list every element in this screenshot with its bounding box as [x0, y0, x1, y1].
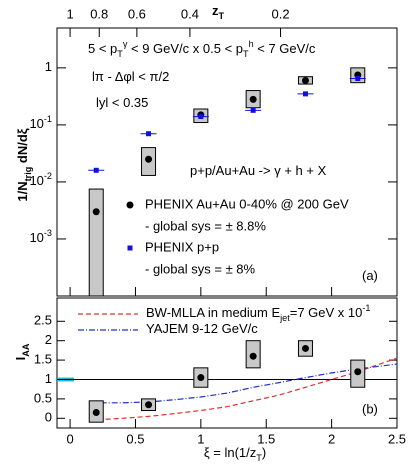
data-point	[301, 77, 309, 85]
top-tick-label: 0.6	[128, 6, 146, 21]
legend-label: BW-MLLA in medium Ejet=7 GeV x 10-1	[146, 303, 370, 323]
annotation: lπ - Δφl < π/2	[92, 69, 169, 84]
top-tick-label: 0.2	[271, 6, 289, 21]
annotation-part: p+p/Au+Au -> γ + h + X	[190, 163, 327, 178]
annotation-part: (a)	[362, 268, 378, 283]
annotation: 5 < pTγ < 9 GeV/c x 0.5 < pTh < 7 GeV/c	[88, 39, 316, 59]
plot-frame	[56, 297, 398, 429]
y-axis-label-part: AA	[21, 343, 31, 357]
x-axis-label-part: T	[256, 453, 262, 463]
annotation: lyl < 0.35	[96, 95, 148, 110]
y-axis-label: IAA	[13, 343, 31, 360]
y-tick-label: 0	[45, 410, 52, 425]
top-axis-label-part: z	[212, 3, 219, 18]
annotation-part: h	[249, 39, 254, 49]
y-tick-label: 1.5	[34, 352, 52, 367]
data-point	[198, 114, 204, 120]
legend-label: PHENIX p+p	[145, 239, 219, 254]
x-tick-label: 1	[197, 431, 204, 446]
y-tick-label: 10-1	[29, 114, 52, 131]
x-axis-label-part: ξ = ln(1/z	[204, 445, 256, 460]
legend-label-part: BW-MLLA in medium E	[146, 305, 280, 320]
top-axis-label: zT	[212, 3, 225, 21]
legend-label: YAJEM 9-12 GeV/c	[146, 321, 258, 336]
y-axis-label-part: 1/N	[15, 181, 30, 201]
top-axis-label-part: T	[219, 11, 225, 21]
data-point	[354, 368, 362, 376]
y-tick-label: 10-3	[29, 228, 52, 245]
x-tick-label: 2	[328, 431, 335, 446]
y-tick-label: 10-2	[29, 171, 52, 188]
data-point	[249, 352, 257, 360]
annotation-part: 5 < p	[88, 41, 117, 56]
data-point	[92, 408, 100, 416]
y-tick-label-exp: -3	[44, 228, 52, 238]
annotation-part: γ	[123, 39, 128, 49]
legend-label-part: -1	[362, 303, 370, 313]
annotation-part: lyl < 0.35	[96, 95, 148, 110]
data-point	[145, 401, 153, 409]
legend-marker	[126, 201, 134, 209]
legend-label-part: jet	[279, 313, 290, 323]
x-tick-label: 1.5	[257, 431, 275, 446]
y-axis-label-part: trig	[23, 167, 33, 182]
y-tick-label-exp: -1	[44, 114, 52, 124]
annotation-part: T	[117, 49, 123, 59]
legend-label: PHENIX Au+Au 0-40% @ 200 GeV	[145, 196, 349, 211]
y-tick-label: 1	[45, 59, 52, 74]
legend-note: - global sys = ± 8.8%	[145, 218, 266, 233]
y-tick-label: 2.5	[34, 313, 52, 328]
y-tick-label: 2	[45, 332, 52, 347]
y-axis-label-part: dN/dξ	[15, 128, 30, 166]
y-tick-label-exp: -2	[44, 171, 52, 181]
data-point	[249, 95, 257, 103]
legend-note: - global sys = ± 8%	[145, 261, 256, 276]
sys-box	[88, 188, 104, 297]
x-tick-label: 0.5	[126, 431, 144, 446]
top-tick-label: 1	[66, 6, 73, 21]
data-point	[146, 131, 152, 137]
legend-label-part: =7 GeV x 10	[290, 305, 363, 320]
data-point	[301, 344, 309, 352]
data-point	[302, 91, 308, 97]
data-point	[355, 76, 361, 82]
y-tick-label: 1	[45, 371, 52, 386]
y-tick-label: 0.5	[34, 390, 52, 405]
annotation: p+p/Au+Au -> γ + h + X	[190, 163, 327, 178]
y-axis-label: 1/Ntrig dN/dξ	[15, 128, 33, 201]
legend-label-part: YAJEM 9-12 GeV/c	[146, 321, 258, 336]
top-tick-label: 0.4	[181, 6, 199, 21]
y-tick-label-base: 10	[29, 116, 43, 131]
legend-marker	[127, 245, 133, 251]
y-tick-label-base: 10	[29, 173, 43, 188]
annotation-part: T	[243, 49, 249, 59]
x-tick-label: 2.5	[388, 431, 406, 446]
plot-frame	[56, 27, 398, 297]
annotation-part: < 7 GeV/c	[254, 41, 316, 56]
y-axis-label-part: I	[13, 357, 28, 361]
data-point	[93, 167, 99, 173]
data-point	[92, 208, 100, 216]
x-axis-label: ξ = ln(1/zT)	[204, 445, 266, 463]
top-tick-label: 0.8	[90, 6, 108, 21]
x-axis-label-part: )	[262, 445, 266, 460]
annotation: (a)	[362, 268, 378, 283]
x-tick-label: 0	[66, 431, 73, 446]
annotation-part: < 9 GeV/c x 0.5 < p	[127, 41, 243, 56]
y-tick-label-base: 10	[29, 230, 43, 245]
data-point	[197, 374, 205, 382]
annotation: (b)	[362, 401, 378, 416]
annotation-part: lπ - Δφl < π/2	[92, 69, 169, 84]
y-tick-label-base: 1	[45, 59, 52, 74]
model-curve	[89, 357, 398, 421]
data-point	[250, 107, 256, 113]
model-curve	[89, 363, 398, 404]
data-point	[145, 155, 153, 163]
